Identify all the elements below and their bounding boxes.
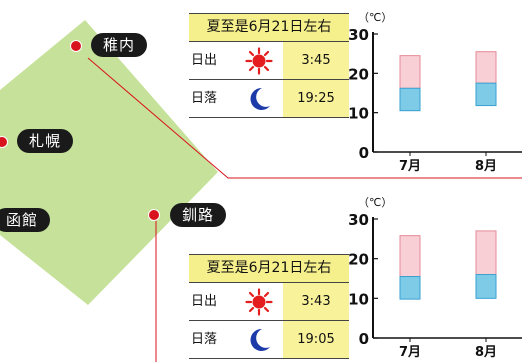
hokkaido-map	[0, 20, 218, 305]
sunset-label: 日落	[191, 91, 218, 106]
sun-icon	[245, 47, 273, 75]
sunset-time: 19:25	[283, 80, 349, 117]
sunrise-label: 日出	[191, 53, 218, 68]
city-label-hakodate: 函館	[0, 208, 51, 232]
sunrise-time: 3:43	[283, 283, 349, 320]
panel-title: 夏至是6月21日左右	[189, 254, 349, 283]
sunset-row: 日落 19:05	[189, 321, 349, 359]
sunset-time: 19:05	[283, 321, 349, 358]
sunset-row: 日落 19:25	[189, 80, 349, 118]
city-label-wakkanai: 稚内	[91, 33, 148, 57]
panel-title: 夏至是6月21日左右	[189, 13, 349, 42]
moon-icon	[250, 87, 270, 110]
city-label-kushiro: 釧路	[170, 203, 227, 227]
sun-icon	[245, 288, 273, 316]
sunrise-row: 日出 3:45	[189, 42, 349, 80]
wakkanai-leader-line	[87, 57, 522, 179]
sunrise-row: 日出 3:43	[189, 283, 349, 321]
pin-kushiro	[148, 209, 160, 221]
sun-times-panel-top: 夏至是6月21日左右 日出 3:45 日落 19:25	[189, 13, 349, 118]
pin-wakkanai	[70, 40, 82, 52]
sunrise-label: 日出	[191, 294, 218, 309]
sunset-label: 日落	[191, 332, 218, 347]
city-label-sapporo: 札幌	[17, 129, 74, 153]
sunrise-time: 3:45	[283, 42, 349, 79]
sun-times-panel-bottom: 夏至是6月21日左右 日出 3:43 日落 19:05	[189, 254, 349, 359]
pin-sapporo	[0, 136, 8, 148]
moon-icon	[250, 328, 270, 351]
